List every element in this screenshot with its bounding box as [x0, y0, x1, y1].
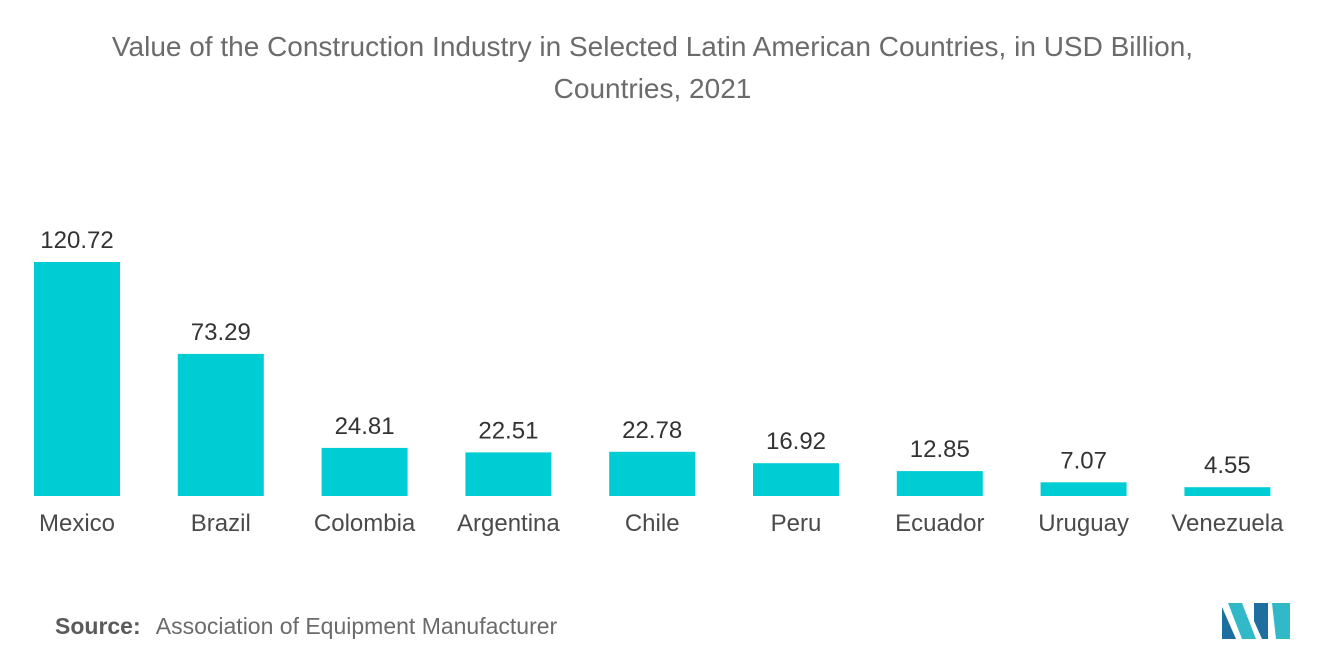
chart-title: Value of the Construction Industry in Se… — [0, 26, 1305, 110]
chart-title-line-2: Countries, 2021 — [553, 73, 752, 104]
bar-ecuador — [896, 471, 983, 496]
logo-middle-stroke — [1228, 603, 1256, 639]
bar-uruguay — [1040, 482, 1127, 496]
logo-right-stroke-b — [1272, 603, 1290, 639]
tick-label-chile: Chile — [625, 510, 680, 537]
value-label-venezuela: 4.55 — [1204, 452, 1251, 479]
tick-label-ecuador: Ecuador — [895, 510, 984, 537]
source-note: Source: Association of Equipment Manufac… — [55, 613, 557, 640]
bar-group — [34, 262, 1271, 496]
tick-label-mexico: Mexico — [39, 510, 115, 537]
bar-brazil — [177, 353, 264, 496]
logo-right-stroke-a — [1254, 603, 1268, 639]
tick-label-uruguay: Uruguay — [1038, 510, 1129, 537]
bar-chile — [609, 451, 696, 496]
bar-argentina — [465, 452, 552, 496]
value-label-colombia: 24.81 — [335, 413, 395, 440]
value-label-uruguay: 7.07 — [1060, 447, 1107, 474]
tick-label-colombia: Colombia — [314, 510, 416, 537]
value-label-mexico: 120.72 — [40, 227, 113, 254]
bar-colombia — [321, 447, 408, 496]
tick-label-argentina: Argentina — [457, 510, 560, 537]
bar-peru — [753, 463, 839, 496]
bar-venezuela — [1184, 487, 1271, 496]
logo-left-stroke — [1222, 607, 1236, 639]
tick-label-venezuela: Venezuela — [1171, 510, 1284, 537]
value-label-ecuador: 12.85 — [910, 436, 970, 463]
source-text: Association of Equipment Manufacturer — [155, 613, 558, 639]
mordor-intelligence-logo-icon — [1222, 603, 1290, 639]
value-label-peru: 16.92 — [766, 428, 826, 455]
tick-label-peru: Peru — [771, 510, 822, 537]
value-label-brazil: 73.29 — [191, 319, 251, 346]
value-label-argentina: 22.51 — [478, 417, 538, 444]
chart-title-line-1: Value of the Construction Industry in Se… — [111, 31, 1194, 62]
source-label: Source: — [55, 613, 141, 639]
x-axis-tick-labels: Mexico Brazil Colombia Argentina Chile Peru Ec… — [39, 510, 1284, 537]
value-label-chile: 22.78 — [622, 417, 682, 444]
value-label-group: 120.72 73.29 24.81 22.51 22.78 16.92 12.85 7.07… — [40, 227, 1250, 479]
tick-label-brazil: Brazil — [191, 510, 251, 537]
bar-mexico — [34, 262, 120, 496]
